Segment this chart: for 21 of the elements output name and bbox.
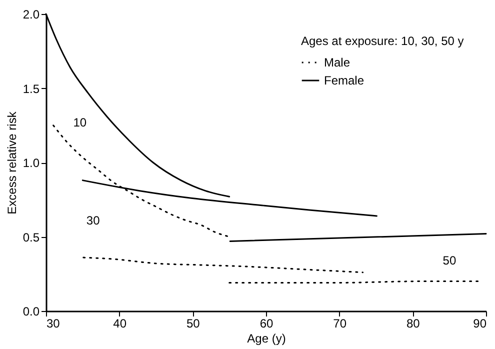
x-tick-label: 50 <box>186 316 200 330</box>
x-tick-label: 90 <box>473 316 487 330</box>
y-axis-title: Excess relative risk <box>4 110 19 214</box>
legend-label: Female <box>324 74 364 88</box>
legend-label: Male <box>324 56 350 70</box>
x-tick-label: 80 <box>406 316 420 330</box>
x-tick-label: 30 <box>46 316 60 330</box>
annotation: 50 <box>442 254 456 268</box>
x-tick-label: 40 <box>113 316 127 330</box>
y-tick-label: 0.5 <box>22 230 40 244</box>
x-tick-label: 60 <box>260 316 274 330</box>
y-tick-label: 1.0 <box>22 156 40 170</box>
line-series <box>82 256 364 274</box>
legend-title: Ages at exposure: 10, 30, 50 y <box>301 34 464 48</box>
y-tick-label: 0.0 <box>22 304 40 318</box>
annotation: 10 <box>73 115 87 130</box>
y-tick-label: 2.0 <box>22 8 40 22</box>
y-tick-label: 1.5 <box>22 82 40 96</box>
x-tick-label: 70 <box>333 316 347 330</box>
annotation: 30 <box>86 213 100 228</box>
x-axis-title: Age (y) <box>247 332 286 346</box>
